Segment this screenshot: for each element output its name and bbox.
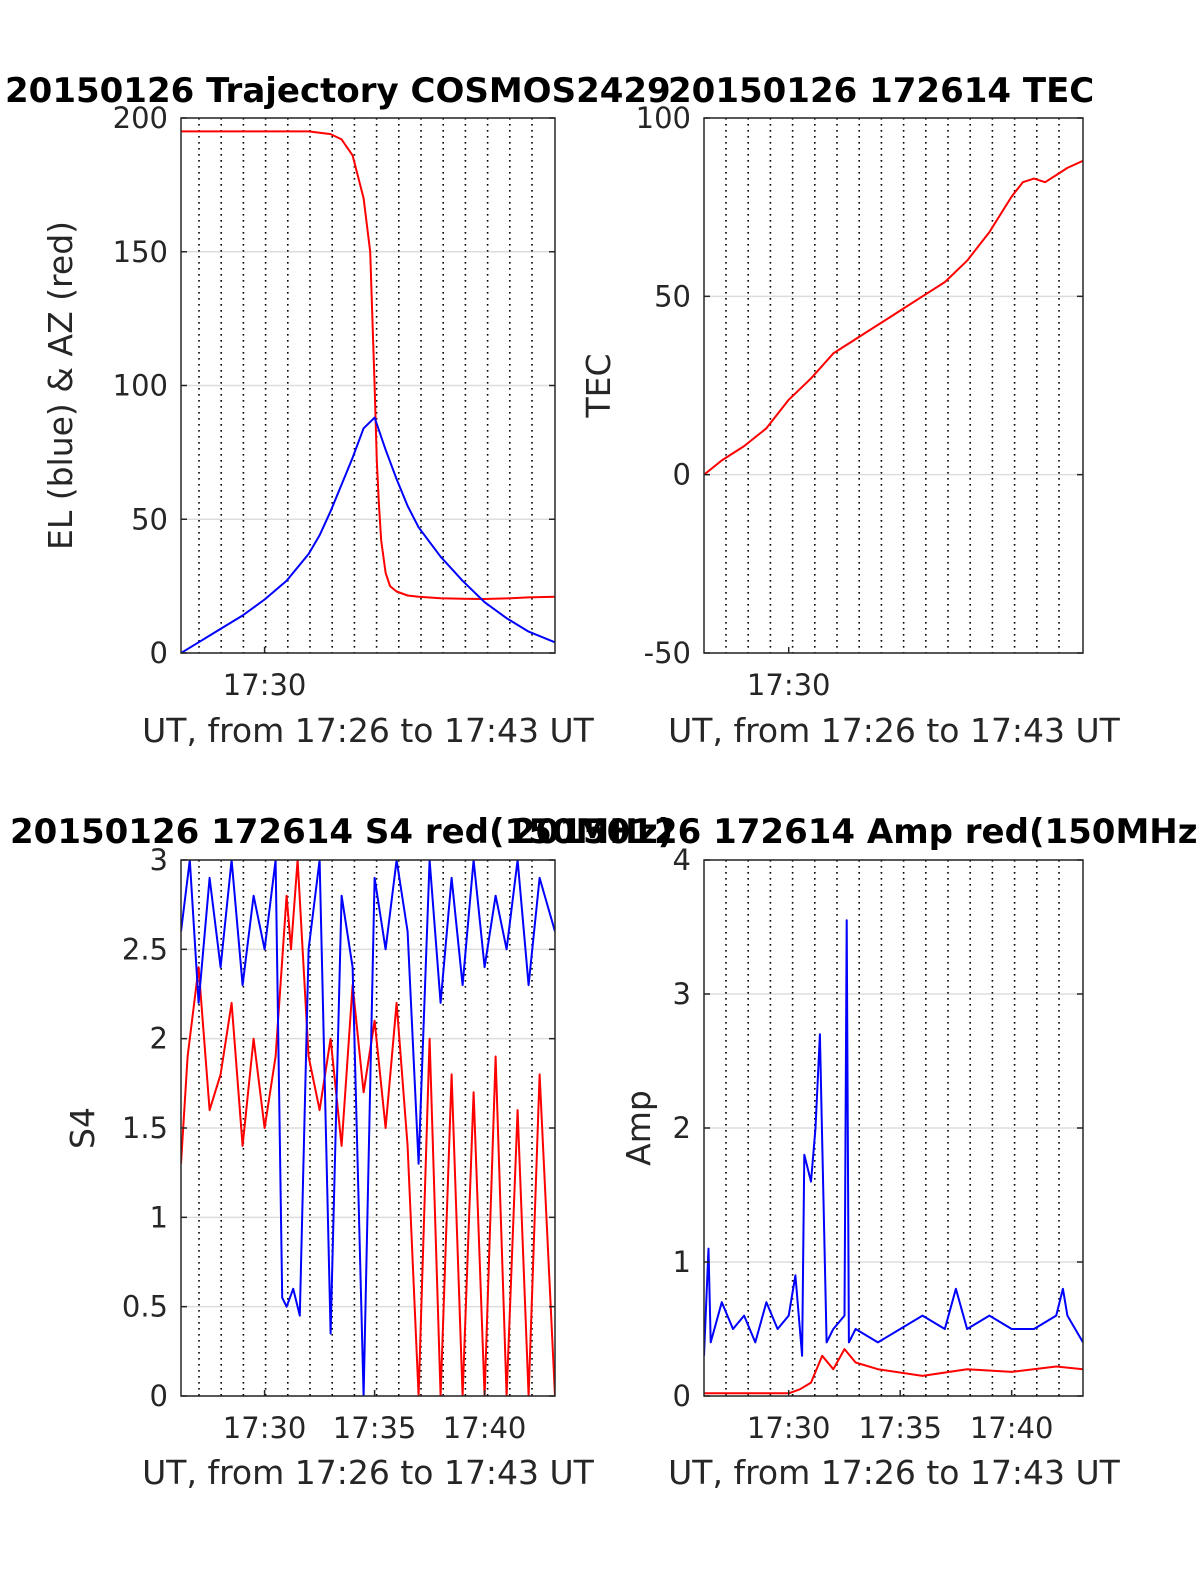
trajectory-panel: 0 50 100 150 200 17:30 UT, from 17:26 to 17:43… [5, 71, 671, 750]
chart-2-ytick-label-4: 2 [150, 1022, 168, 1056]
chart-3-series-group [704, 919, 1083, 1395]
chart-3-xtick-label-0: 17:30 [747, 1411, 831, 1445]
chart-3-series-1 [704, 919, 1083, 1357]
chart-0-series-group [181, 130, 555, 653]
chart-2-series-0 [181, 860, 555, 1396]
chart-2-xtick-label-0: 17:30 [223, 1411, 307, 1445]
chart-0-xtick-label-0: 17:30 [223, 668, 307, 702]
chart-1-series-0 [704, 159, 1083, 476]
chart-0-ylabel: EL (blue) & AZ (red) [41, 221, 80, 550]
s4-panel: 0 0.5 1 1.5 2 2.5 3 17:30 17:35 17:40 UT, from 17:… [10, 812, 673, 1492]
chart-3-ylabel: Amp [619, 1090, 658, 1166]
chart-2-ylabel: S4 [63, 1107, 102, 1149]
chart-1-xtick-label-0: 17:30 [747, 668, 831, 702]
chart-3-title: 20150126 172614 Amp red(150MHz) [512, 812, 1200, 852]
chart-2-ytick-label-0: 0 [150, 1379, 168, 1413]
chart-1-ylabel: TEC [579, 353, 618, 418]
chart-3-xtick-label-2: 17:40 [970, 1411, 1054, 1445]
chart-2-xtick-label-2: 17:40 [443, 1411, 527, 1445]
chart-0-ytick-label-4: 200 [113, 101, 168, 135]
chart-3-xlabel: UT, from 17:26 to 17:43 UT [668, 1453, 1121, 1492]
chart-3-ytick-label-0: 0 [673, 1379, 691, 1413]
chart-2-xlabel: UT, from 17:26 to 17:43 UT [142, 1453, 595, 1492]
chart-1-series-group [704, 159, 1083, 476]
chart-0-series-0 [181, 130, 555, 600]
chart-0-xlabel: UT, from 17:26 to 17:43 UT [142, 711, 595, 750]
chart-0-ytick-label-1: 50 [131, 502, 168, 536]
chart-0-ytick-label-3: 150 [113, 235, 168, 269]
chart-1-ytick-label-3: 100 [636, 101, 691, 135]
tec-panel: -50 0 50 100 17:30 UT, from 17:26 to 17:43 UT… [579, 71, 1121, 750]
chart-2-series-group [181, 860, 555, 1396]
chart-1-ytick-label-1: 0 [673, 458, 691, 492]
chart-2-ytick-label-1: 0.5 [122, 1290, 168, 1324]
chart-2-ytick-label-3: 1.5 [122, 1111, 168, 1145]
chart-2-series-1 [181, 860, 555, 1396]
chart-2-ytick-label-5: 2.5 [122, 932, 168, 966]
chart-3-ytick-label-3: 3 [673, 977, 691, 1011]
chart-2-ytick-label-6: 3 [150, 843, 168, 877]
chart-2-ytick-label-2: 1 [150, 1200, 168, 1234]
chart-2-xtick-label-1: 17:35 [333, 1411, 417, 1445]
chart-3-series-0 [704, 1348, 1083, 1395]
chart-0-title: 20150126 Trajectory COSMOS2429 [5, 71, 671, 111]
chart-1-axes-box [703, 117, 1084, 654]
chart-3-ytick-label-1: 1 [673, 1245, 691, 1279]
chart-1-title: 20150126 172614 TEC [668, 71, 1094, 111]
chart-0-ytick-label-2: 100 [113, 369, 168, 403]
chart-3-xtick-label-1: 17:35 [858, 1411, 942, 1445]
chart-0-ytick-label-0: 0 [150, 636, 168, 670]
chart-3-ytick-label-4: 4 [673, 843, 691, 877]
chart-3-ytick-label-2: 2 [673, 1111, 691, 1145]
chart-0-series-1 [181, 416, 555, 653]
amp-panel: 0 1 2 3 4 17:30 17:35 17:40 UT, from 17:26 to 17… [512, 812, 1200, 1492]
chart-1-xlabel: UT, from 17:26 to 17:43 UT [668, 711, 1121, 750]
chart-1-ytick-label-0: -50 [644, 636, 691, 670]
chart-2-title: 20150126 172614 S4 red(150MHz) [10, 812, 673, 852]
chart-1-ytick-label-2: 50 [654, 279, 691, 313]
